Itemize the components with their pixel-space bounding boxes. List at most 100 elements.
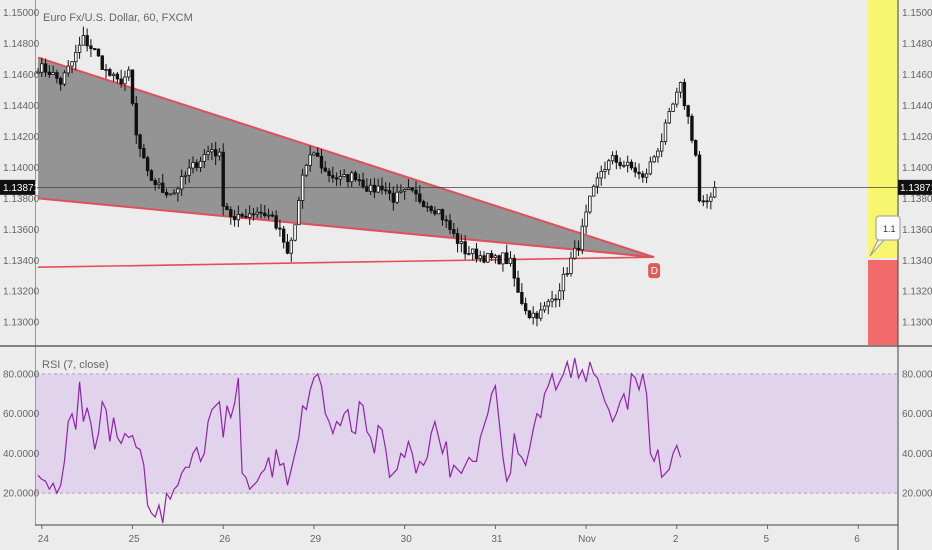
candle[interactable]: [312, 151, 316, 156]
candle[interactable]: [316, 147, 320, 157]
candle[interactable]: [365, 178, 369, 192]
candle[interactable]: [130, 69, 135, 106]
candle[interactable]: [387, 182, 392, 201]
candle[interactable]: [625, 155, 630, 173]
candle[interactable]: [444, 215, 448, 229]
candle[interactable]: [85, 28, 89, 52]
candle[interactable]: [705, 193, 709, 209]
candle[interactable]: [353, 170, 358, 182]
candle[interactable]: [648, 156, 653, 176]
candle[interactable]: [308, 146, 312, 172]
candle[interactable]: [448, 213, 452, 235]
candle[interactable]: [244, 208, 248, 219]
candle[interactable]: [497, 254, 501, 265]
candle[interactable]: [690, 113, 694, 144]
candle[interactable]: [588, 195, 592, 215]
candle[interactable]: [300, 168, 305, 209]
candle[interactable]: [584, 204, 588, 234]
candle[interactable]: [334, 172, 339, 187]
candle[interactable]: [580, 218, 585, 255]
candle[interactable]: [421, 199, 426, 208]
candle[interactable]: [573, 240, 577, 260]
candle[interactable]: [55, 69, 59, 84]
candle[interactable]: [671, 102, 675, 112]
candle[interactable]: [111, 72, 116, 82]
candle[interactable]: [164, 188, 169, 198]
candle[interactable]: [467, 246, 471, 256]
candle[interactable]: [198, 156, 203, 173]
candle[interactable]: [576, 240, 581, 256]
candle[interactable]: [440, 208, 445, 226]
candle[interactable]: [191, 156, 195, 174]
candle[interactable]: [516, 270, 520, 293]
candle[interactable]: [213, 141, 218, 166]
candle[interactable]: [289, 237, 293, 262]
candle[interactable]: [195, 159, 199, 172]
candle[interactable]: [433, 206, 437, 216]
candle[interactable]: [350, 170, 354, 188]
candle[interactable]: [603, 161, 607, 179]
candle[interactable]: [482, 251, 486, 264]
candle[interactable]: [236, 205, 241, 228]
candle[interactable]: [247, 205, 252, 225]
candle[interactable]: [610, 151, 615, 165]
candle[interactable]: [527, 310, 532, 320]
candle[interactable]: [591, 184, 596, 197]
candle[interactable]: [667, 107, 671, 125]
candle[interactable]: [100, 55, 104, 70]
candle[interactable]: [656, 147, 660, 163]
candle[interactable]: [607, 158, 611, 175]
candle[interactable]: [678, 81, 683, 99]
candle[interactable]: [179, 169, 184, 197]
candle[interactable]: [535, 310, 539, 327]
candle[interactable]: [51, 65, 55, 75]
candle[interactable]: [176, 186, 180, 202]
candle[interactable]: [418, 185, 422, 205]
candle[interactable]: [474, 243, 479, 263]
candle[interactable]: [629, 159, 634, 171]
candle[interactable]: [595, 172, 600, 194]
candle[interactable]: [470, 248, 475, 261]
candle[interactable]: [62, 70, 67, 87]
candle[interactable]: [229, 206, 233, 225]
candle[interactable]: [281, 225, 286, 249]
candle[interactable]: [138, 133, 142, 158]
candle[interactable]: [505, 244, 509, 265]
candle[interactable]: [694, 139, 698, 157]
candle[interactable]: [399, 184, 403, 194]
rsi-line[interactable]: [37, 357, 682, 524]
candle[interactable]: [70, 61, 74, 74]
pattern-point-d-marker[interactable]: D: [648, 263, 661, 279]
candle[interactable]: [123, 70, 127, 91]
candle[interactable]: [134, 95, 138, 144]
wedge-lower-line[interactable]: [37, 197, 655, 259]
candle[interactable]: [142, 143, 146, 159]
candle[interactable]: [546, 298, 550, 315]
candle[interactable]: [232, 209, 237, 227]
candle[interactable]: [641, 170, 645, 183]
candle[interactable]: [414, 181, 418, 203]
candle[interactable]: [539, 302, 543, 322]
candle[interactable]: [285, 234, 290, 255]
candle[interactable]: [319, 148, 324, 174]
candle[interactable]: [410, 187, 414, 193]
candle[interactable]: [376, 178, 380, 194]
candle[interactable]: [633, 162, 637, 178]
candle[interactable]: [104, 63, 108, 79]
candle[interactable]: [395, 184, 399, 205]
candle[interactable]: [520, 283, 524, 306]
candle[interactable]: [712, 181, 717, 199]
support-line[interactable]: [37, 256, 655, 269]
candle[interactable]: [660, 133, 664, 158]
candle[interactable]: [187, 159, 191, 183]
candle[interactable]: [259, 204, 263, 219]
candle[interactable]: [278, 219, 282, 237]
candle[interactable]: [682, 78, 687, 110]
candle[interactable]: [43, 58, 48, 77]
candle[interactable]: [644, 168, 649, 184]
candle[interactable]: [697, 150, 702, 203]
candle[interactable]: [368, 178, 373, 196]
candle[interactable]: [372, 177, 377, 199]
candle[interactable]: [115, 71, 120, 84]
candle[interactable]: [701, 195, 705, 207]
